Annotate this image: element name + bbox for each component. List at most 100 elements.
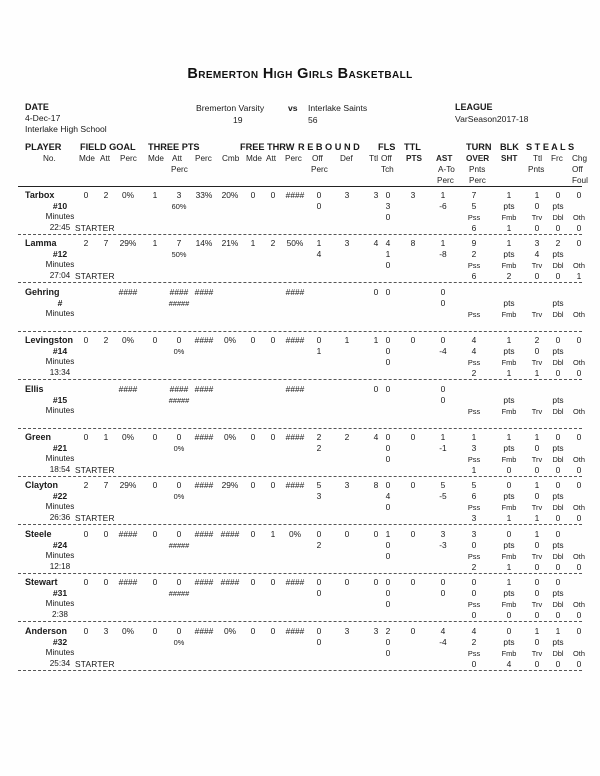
steal-frc: 2 <box>555 238 561 249</box>
turn-detail-label-fmb: Fmb <box>501 309 517 319</box>
turn-detail-label-dbl: Dbl <box>552 309 564 319</box>
turn-detail-value-trv: 0 <box>534 271 540 282</box>
table-row[interactable]: Tarbox 0 2 0% 1 3 33% 20% 0 0 #### 0 3 3 0 3 1 7 1 1 0 0 #10 60… <box>0 190 600 238</box>
fls-off: 1 <box>385 528 391 539</box>
turn-detail-label-oth: Oth <box>573 213 585 222</box>
three-made: 0 <box>152 577 158 588</box>
fg-perc: 29% <box>119 238 137 249</box>
turn-detail-value-trv: 0 <box>534 561 540 572</box>
three-att-perc: 0% <box>173 637 185 647</box>
reb-def: 3 <box>344 190 350 200</box>
minutes-value: 27:04 <box>49 271 71 281</box>
turnover-pts-label: pts <box>503 491 515 502</box>
home-team-score: 19 <box>233 115 243 125</box>
turn-detail-value-oth: 0 <box>576 465 582 475</box>
header-group-steals: S T E A L S <box>526 142 575 152</box>
table-row[interactable]: Ellis #### #### #### #### 0 0 0 #15 ##### 0 pts pts M… <box>0 384 600 432</box>
reb-off-perc: 2 <box>316 443 322 453</box>
header-ast: AST <box>436 154 453 163</box>
fls-tch: 3 <box>385 201 391 211</box>
three-perc: #### <box>194 286 214 297</box>
player-name: Anderson <box>25 625 68 636</box>
fls-off: 0 <box>385 577 391 588</box>
blk-pnts: 4 <box>534 249 540 260</box>
table-row[interactable]: Gehring #### #### #### #### 0 0 0 # ##### 0 pts pts M… <box>0 287 600 335</box>
ttl-pts: 0 <box>410 335 416 346</box>
turn-detail-label-oth: Oth <box>573 503 585 513</box>
steal-chg: 0 <box>576 625 582 636</box>
turn-detail-value-pss: 3 <box>471 513 477 524</box>
three-made: 1 <box>152 238 158 249</box>
header-group-player: PLAYER <box>25 142 62 152</box>
starter-flag: STARTER <box>75 223 115 233</box>
header-turnover-pnts: Pnts <box>469 165 486 174</box>
minutes-label: Minutes <box>45 647 75 657</box>
table-row[interactable]: Lamma 2 7 29% 1 7 14% 21% 1 2 50% 1 3 4 4 8 1 9 1 3 2 0 #12 50%… <box>0 238 600 286</box>
ast-to-ratio: -4 <box>439 636 447 647</box>
ft-perc: #### <box>285 577 305 588</box>
ft-perc: #### <box>285 286 305 297</box>
fg-perc: 0% <box>121 625 135 636</box>
turn-detail-label-fmb: Fmb <box>501 213 517 222</box>
table-row[interactable]: Stewart 0 0 #### 0 0 #### #### 0 0 #### 0 0 0 0 0 0 0 1 0 0 #… <box>0 577 600 625</box>
fg-perc: #### <box>118 528 138 539</box>
ast-to-ratio: 0 <box>440 588 446 599</box>
player-number: #15 <box>52 394 68 405</box>
fg-perc: #### <box>118 383 138 394</box>
ast-total: 1 <box>440 190 446 200</box>
header-fg-perc: Perc <box>120 154 137 163</box>
player-number: #22 <box>52 491 68 502</box>
blk-sht: 0 <box>506 625 512 636</box>
ft-att: 0 <box>270 480 276 491</box>
table-row[interactable]: Green 0 1 0% 0 0 #### 0% 0 0 #### 2 2 4 0 0 1 1 1 1 0 0 #21 0% 2… <box>0 432 600 480</box>
turnover-pnts: 0 <box>471 539 477 550</box>
steal-chg: 0 <box>576 432 582 442</box>
blk-sht: 1 <box>506 432 512 442</box>
turn-detail-label-trv: Trv <box>531 213 543 222</box>
header-3p-att-perc: Perc <box>171 165 188 174</box>
ttl-pts: 0 <box>410 432 416 442</box>
row-separator <box>18 234 582 235</box>
league-value: VarSeason2017-18 <box>455 114 529 124</box>
steal-pts-label: pts <box>552 443 564 453</box>
table-row[interactable]: Clayton 2 7 29% 0 0 #### 29% 0 0 #### 5 3 8 0 0 5 5 0 1 0 0 #2… <box>0 480 600 528</box>
steal-frc: 0 <box>555 528 561 539</box>
steal-pts-label: pts <box>552 539 564 550</box>
minutes-value: 22:45 <box>49 223 71 232</box>
turn-detail-label-trv: Trv <box>531 600 543 610</box>
turn-detail-value-trv: 0 <box>534 658 540 669</box>
header-group-three-pts: THREE PTS <box>148 142 200 152</box>
turn-detail-label-trv: Trv <box>531 358 543 368</box>
three-cmb: #### <box>220 577 240 588</box>
home-team-name: Bremerton Varsity <box>196 103 265 113</box>
turn-detail-label-oth: Oth <box>573 551 585 561</box>
steal-ttl: 3 <box>534 238 540 249</box>
row-separator <box>18 524 582 526</box>
header-stl-chg: Chg <box>572 154 588 163</box>
turn-detail-label-trv: Trv <box>531 551 543 561</box>
turn-detail-value-pss: 0 <box>471 658 477 669</box>
header-group-block: BLK <box>500 142 519 152</box>
fls-third: 0 <box>385 357 391 368</box>
table-row[interactable]: Steele 0 0 #### 0 0 #### #### 0 1 0% 0 0 0 1 0 3 3 0 1 0 #24 #… <box>0 529 600 577</box>
steal-pts-label: pts <box>552 588 564 599</box>
table-row[interactable]: Anderson 0 3 0% 0 0 #### 0% 0 0 #### 0 3 3 2 0 4 4 0 1 1 0 #32… <box>0 626 600 674</box>
turn-detail-label-pss: Pss <box>467 551 481 561</box>
minutes-label: Minutes <box>45 550 75 560</box>
fls-tch: 0 <box>385 636 391 647</box>
ft-att: 0 <box>270 432 276 442</box>
turn-detail-value-oth: 0 <box>576 223 582 233</box>
table-row[interactable]: Levingston 0 2 0% 0 0 #### 0% 0 0 #### 0 1 1 0 0 0 4 1 2 0 0 #… <box>0 335 600 383</box>
turn-detail-value-pss: 6 <box>471 223 477 233</box>
steal-pts-label: pts <box>552 201 564 211</box>
reb-off-perc: 1 <box>316 346 322 357</box>
minutes-value: 25:34 <box>49 658 71 668</box>
turn-detail-value-oth: 0 <box>576 513 582 524</box>
turnover-pts-label: pts <box>503 636 515 647</box>
turnover-total: 9 <box>471 238 477 249</box>
header-fg-att: Att <box>100 154 111 163</box>
ft-made: 1 <box>250 238 256 249</box>
player-name: Green <box>25 432 52 442</box>
minutes-label: Minutes <box>45 308 75 318</box>
blk-pnts: 0 <box>534 491 540 502</box>
